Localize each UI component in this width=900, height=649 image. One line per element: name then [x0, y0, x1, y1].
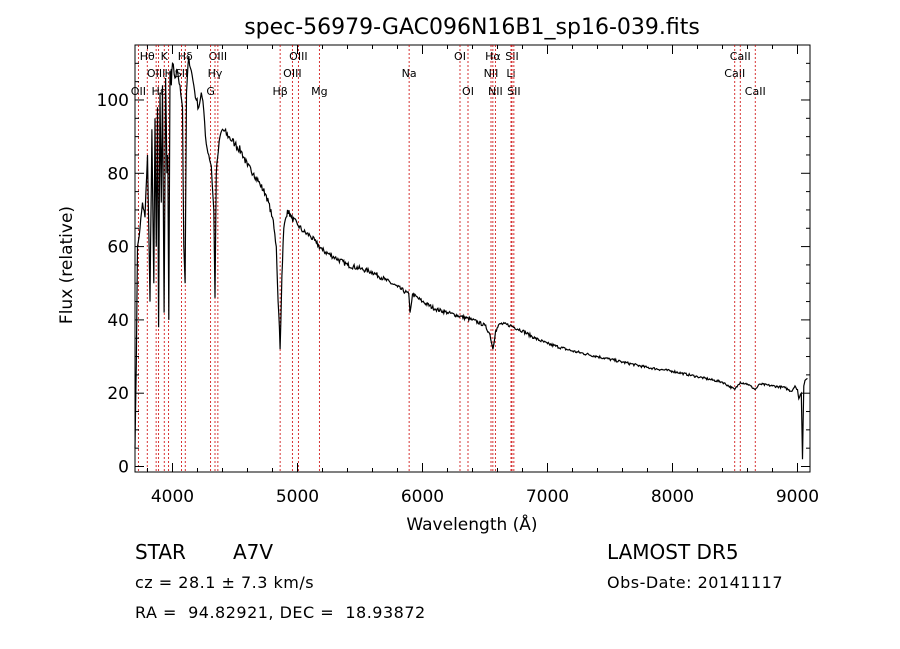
line-label-22: Li — [506, 67, 515, 80]
line-label-0: OII — [131, 85, 146, 98]
line-label-2: OIII — [147, 67, 165, 80]
line-label-14: Mg — [311, 85, 327, 98]
line-label-8: OIII — [209, 50, 227, 63]
y-tick-label-0: 0 — [118, 458, 129, 478]
line-label-1: Hθ — [140, 50, 155, 63]
line-label-3: Hε — [152, 85, 166, 98]
x-tick-label-5: 9000 — [776, 487, 819, 507]
object-class: STAR — [135, 540, 186, 564]
y-tick-label-5: 100 — [97, 91, 129, 111]
line-label-25: CaII — [730, 50, 751, 63]
x-tick-label-0: 4000 — [151, 487, 194, 507]
x-tick-label-2: 6000 — [401, 487, 444, 507]
redshift-value: cz = 28.1 ± 7.3 km/s — [135, 573, 315, 592]
y-axis: 0 20 40 60 80 100 — [97, 62, 810, 478]
x-axis-label: Wavelength (Å) — [406, 513, 537, 535]
line-label-19: Hα — [485, 50, 501, 63]
line-label-18: NII — [484, 67, 499, 80]
line-label-20: NII — [488, 85, 503, 98]
line-label-12: OIII — [283, 67, 301, 80]
line-label-23: SII — [507, 85, 520, 98]
line-label-5: H — [164, 67, 172, 80]
y-axis-label: Flux (relative) — [57, 206, 77, 324]
x-tick-label-3: 7000 — [526, 487, 569, 507]
x-tick-label-1: 5000 — [276, 487, 319, 507]
line-label-10: G — [206, 85, 215, 98]
line-label-13: OIII — [289, 50, 307, 63]
plot-frame — [134, 44, 811, 473]
spectrum-line — [134, 55, 808, 460]
line-label-4: K — [161, 50, 169, 63]
survey-name: LAMOST DR5 — [607, 540, 739, 564]
x-axis: 4000 5000 6000 7000 8000 9000 — [147, 45, 819, 507]
line-label-11: Hβ — [272, 85, 287, 98]
emission-line-markers: OII Hθ OIII Hε KH Hδ SII OIII Hγ G Hβ OIII OIII Mg Na O… — [131, 45, 766, 472]
observation-date: Obs-Date: 20141117 — [607, 573, 784, 592]
line-label-21: SII — [505, 50, 518, 63]
chart-title: spec-56979-GAC096N16B1_sp16-039.fits — [244, 15, 700, 40]
line-label-26: CaII — [745, 85, 766, 98]
line-label-17: OI — [462, 85, 474, 98]
x-tick-label-4: 8000 — [651, 487, 694, 507]
line-label-16: OI — [454, 50, 466, 63]
y-tick-label-3: 60 — [107, 238, 129, 258]
coordinates: RA = 94.82921, DEC = 18.93872 — [135, 603, 426, 622]
y-tick-label-1: 20 — [107, 384, 129, 404]
line-label-24: CaII — [724, 67, 745, 80]
line-label-9: Hγ — [208, 67, 223, 80]
y-tick-label-2: 40 — [107, 311, 129, 331]
object-subclass: A7V — [233, 540, 274, 564]
line-label-15: Na — [402, 67, 417, 80]
line-label-6: Hδ — [178, 50, 193, 63]
y-tick-label-4: 80 — [107, 164, 129, 184]
